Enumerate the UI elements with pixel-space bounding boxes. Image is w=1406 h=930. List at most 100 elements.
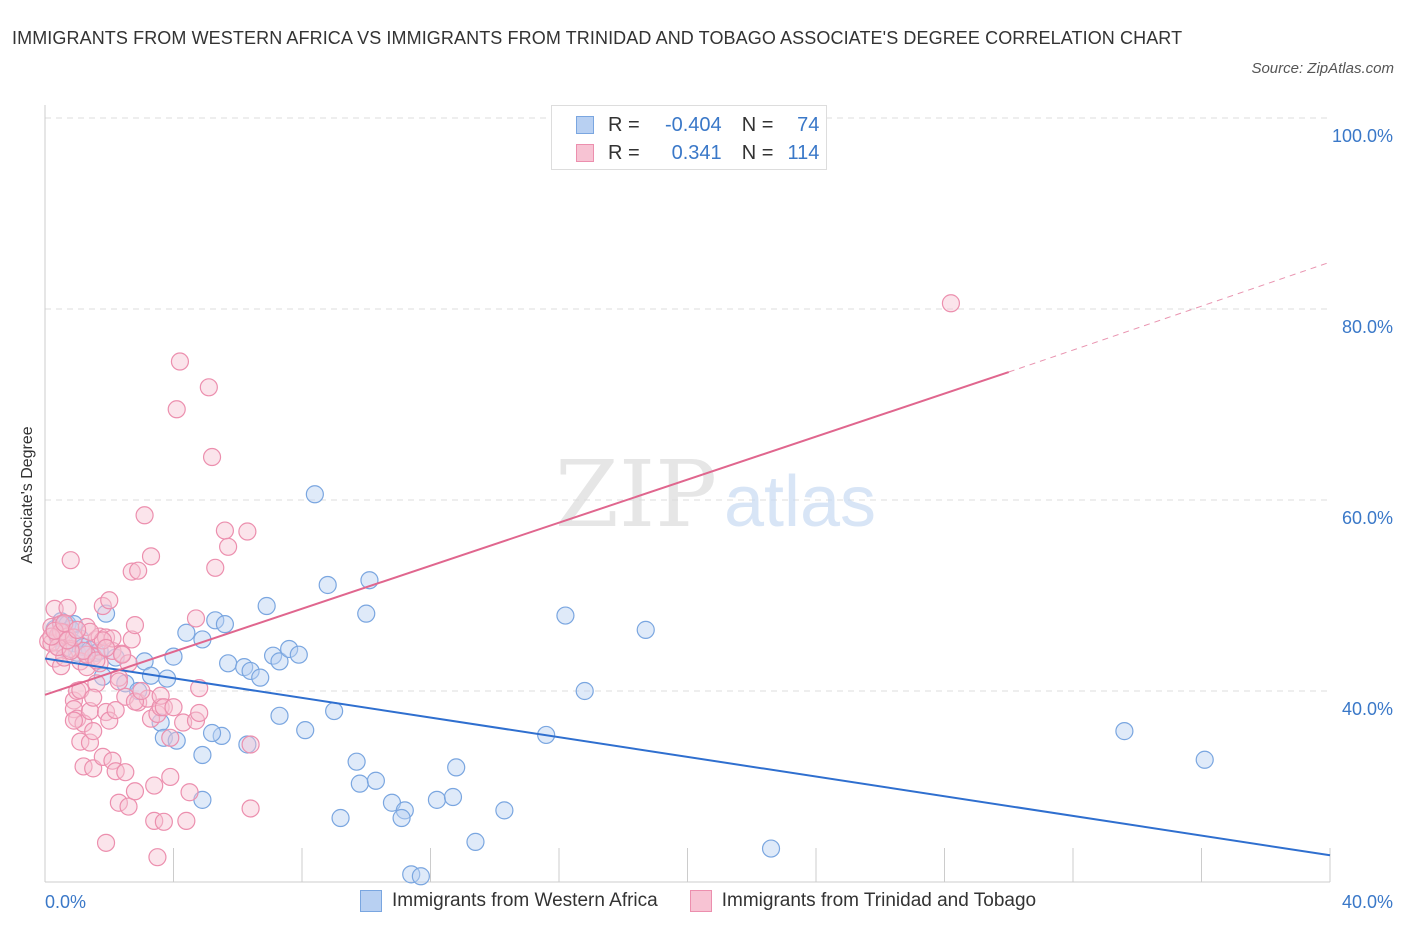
point-trinidad-tobago <box>180 783 199 802</box>
point-western-africa <box>495 801 514 820</box>
watermark-zip: ZIP <box>555 441 717 548</box>
source-label: Source: ZipAtlas.com <box>1251 60 1394 77</box>
point-trinidad-tobago <box>100 591 119 610</box>
point-trinidad-tobago <box>941 294 961 313</box>
trend-line-western-africa <box>44 657 1331 857</box>
point-western-africa <box>366 771 385 790</box>
point-trinidad-tobago <box>161 767 180 787</box>
point-trinidad-tobago <box>74 641 93 660</box>
axis-layer <box>44 105 1331 883</box>
point-trinidad-tobago <box>122 562 141 581</box>
r-value-pink: 0.341 <box>671 141 722 164</box>
point-western-africa <box>1115 722 1134 741</box>
point-trinidad-tobago <box>167 400 186 419</box>
point-trinidad-tobago <box>219 537 238 556</box>
point-western-africa <box>280 639 299 659</box>
grid-layer <box>45 117 1330 692</box>
stats-legend-row-blue: R = -0.404 N = 74 <box>576 114 819 136</box>
point-trinidad-tobago <box>190 679 209 698</box>
point-trinidad-tobago <box>161 728 180 747</box>
point-western-africa <box>305 485 324 504</box>
point-trinidad-tobago <box>96 833 116 852</box>
r-label: R = <box>608 113 640 136</box>
point-western-africa <box>761 839 781 858</box>
point-trinidad-tobago <box>154 698 173 717</box>
point-trinidad-tobago <box>61 551 80 570</box>
pink-swatch <box>576 144 594 162</box>
point-trinidad-tobago <box>202 447 222 467</box>
point-trinidad-tobago <box>215 521 234 540</box>
point-western-africa <box>296 721 315 740</box>
point-western-africa <box>556 606 575 625</box>
n-value-pink: 114 <box>787 141 820 164</box>
n-label: N = <box>741 113 774 136</box>
r-value-blue: -0.404 <box>664 113 722 136</box>
point-western-africa <box>427 790 447 809</box>
point-western-africa <box>289 645 308 664</box>
point-trinidad-tobago <box>61 641 80 660</box>
watermark-atlas: atlas <box>724 462 876 542</box>
series-legend: Immigrants from Western Africa Immigrant… <box>360 890 1068 912</box>
point-trinidad-tobago <box>125 782 145 801</box>
n-label: N = <box>741 141 774 164</box>
stats-legend-row-pink: R = 0.341 N = 114 <box>576 142 819 164</box>
point-trinidad-tobago <box>125 692 145 711</box>
point-western-africa <box>241 661 260 681</box>
point-trinidad-tobago <box>45 599 64 618</box>
point-trinidad-tobago <box>58 598 77 618</box>
point-trinidad-tobago <box>177 811 196 830</box>
point-western-africa <box>447 758 466 777</box>
point-trinidad-tobago <box>106 700 125 720</box>
point-trinidad-tobago <box>186 609 206 628</box>
point-western-africa <box>193 745 212 765</box>
point-western-africa <box>206 611 225 630</box>
point-western-africa <box>443 787 463 807</box>
point-trinidad-tobago <box>64 711 84 730</box>
point-trinidad-tobago <box>170 352 190 371</box>
point-trinidad-tobago <box>109 793 128 812</box>
tick-label-layer: 40.0% 60.0% 80.0% 100.0% 0.0% 40.0% <box>45 126 1393 912</box>
point-trinidad-tobago <box>84 722 103 741</box>
point-trinidad-tobago <box>141 547 161 566</box>
point-trinidad-tobago <box>132 681 151 701</box>
point-trinidad-tobago <box>45 621 64 640</box>
legend-label-trinidad-tobago: Immigrants from Trinidad and Tobago <box>721 890 1037 911</box>
point-trinidad-tobago <box>109 672 128 691</box>
point-trinidad-tobago <box>154 812 173 831</box>
point-western-africa <box>270 652 289 671</box>
point-trinidad-tobago <box>93 747 112 766</box>
legend-item-western-africa: Immigrants from Western Africa <box>360 890 658 912</box>
point-western-africa <box>270 706 289 725</box>
point-trinidad-tobago <box>87 651 106 670</box>
y-tick-label: 80.0% <box>1342 317 1393 337</box>
point-western-africa <box>331 808 350 828</box>
point-trinidad-tobago <box>103 751 122 770</box>
pink-swatch <box>689 890 712 912</box>
point-western-africa <box>1195 750 1214 769</box>
blue-swatch <box>360 890 382 912</box>
point-trinidad-tobago <box>96 638 116 658</box>
point-western-africa <box>392 808 411 828</box>
point-trinidad-tobago <box>119 797 138 816</box>
point-trinidad-tobago <box>135 506 154 525</box>
point-western-africa <box>411 867 430 886</box>
points-layer <box>39 294 1214 886</box>
point-trinidad-tobago <box>80 733 100 752</box>
trend-line-trinidad-tobago-extension <box>1008 261 1331 373</box>
point-trinidad-tobago <box>100 711 119 730</box>
r-label: R = <box>608 141 640 164</box>
point-trinidad-tobago <box>241 735 260 754</box>
n-value-blue: 74 <box>797 113 820 136</box>
point-western-africa <box>325 701 344 721</box>
point-western-africa <box>177 623 196 642</box>
point-western-africa <box>466 832 485 851</box>
point-western-africa <box>202 723 222 743</box>
x-tick-label: 40.0% <box>1342 892 1393 912</box>
point-trinidad-tobago <box>116 763 135 782</box>
point-trinidad-tobago <box>241 799 260 818</box>
legend-item-trinidad-tobago: Immigrants from Trinidad and Tobago <box>689 890 1037 912</box>
point-western-africa <box>357 604 376 623</box>
point-trinidad-tobago <box>206 558 225 577</box>
stats-legend: R = -0.404 N = 74 R = 0.341 N = 114 <box>551 105 827 170</box>
